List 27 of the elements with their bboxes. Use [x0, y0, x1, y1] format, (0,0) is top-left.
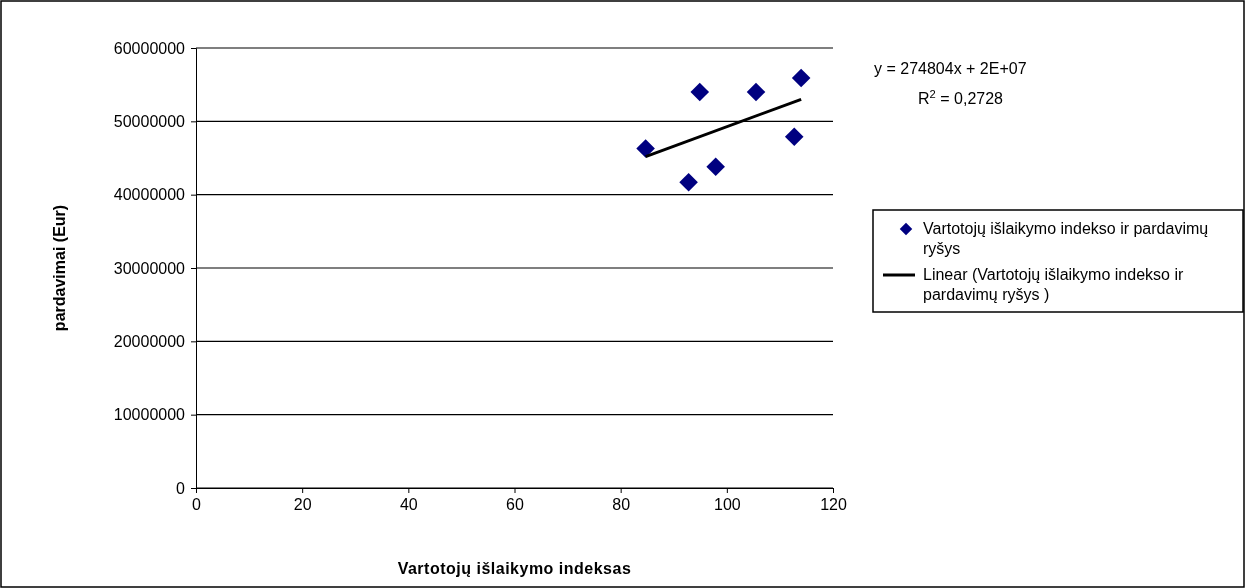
y-tick-label: 10000000: [113, 406, 186, 424]
point: [791, 68, 811, 88]
x-tick-label: 60: [506, 496, 524, 514]
point: [706, 157, 725, 177]
y-tick-label: 0: [176, 479, 186, 497]
x-tick-label: 40: [399, 496, 418, 514]
x-tick-label: 20: [293, 496, 312, 514]
y-axis-title: pardavimai (Eur): [51, 204, 68, 332]
x-tick-label: 80: [612, 496, 631, 514]
text: y = 274804x + 2E+07: [874, 60, 1027, 77]
x-axis-title: Vartotojų išlaikymo indeksas: [397, 560, 632, 577]
x-tick-label: 0: [192, 496, 202, 514]
point: [636, 139, 655, 158]
y-tick-label: 40000000: [113, 186, 186, 204]
x-tick-label: 100: [713, 496, 741, 514]
point: [679, 172, 698, 192]
x-tick-label: 120: [820, 496, 847, 514]
y-tick-label: 50000000: [113, 112, 186, 130]
legend-label: Vartotojų išlaikymo indekso ir pardavimų ryšys: [923, 220, 1209, 257]
y-tick-label: 60000000: [113, 39, 186, 57]
y-tick-label: 20000000: [113, 332, 186, 350]
point: [746, 82, 766, 102]
text: R$^{2}$ = 0,2728: [918, 88, 1004, 107]
point: [690, 82, 710, 102]
legend-label: Linear (Vartotojų išlaikymo indekso ir pardavimų ryšys ): [923, 266, 1184, 303]
point: [784, 127, 804, 147]
y-tick-label: 30000000: [113, 259, 186, 277]
